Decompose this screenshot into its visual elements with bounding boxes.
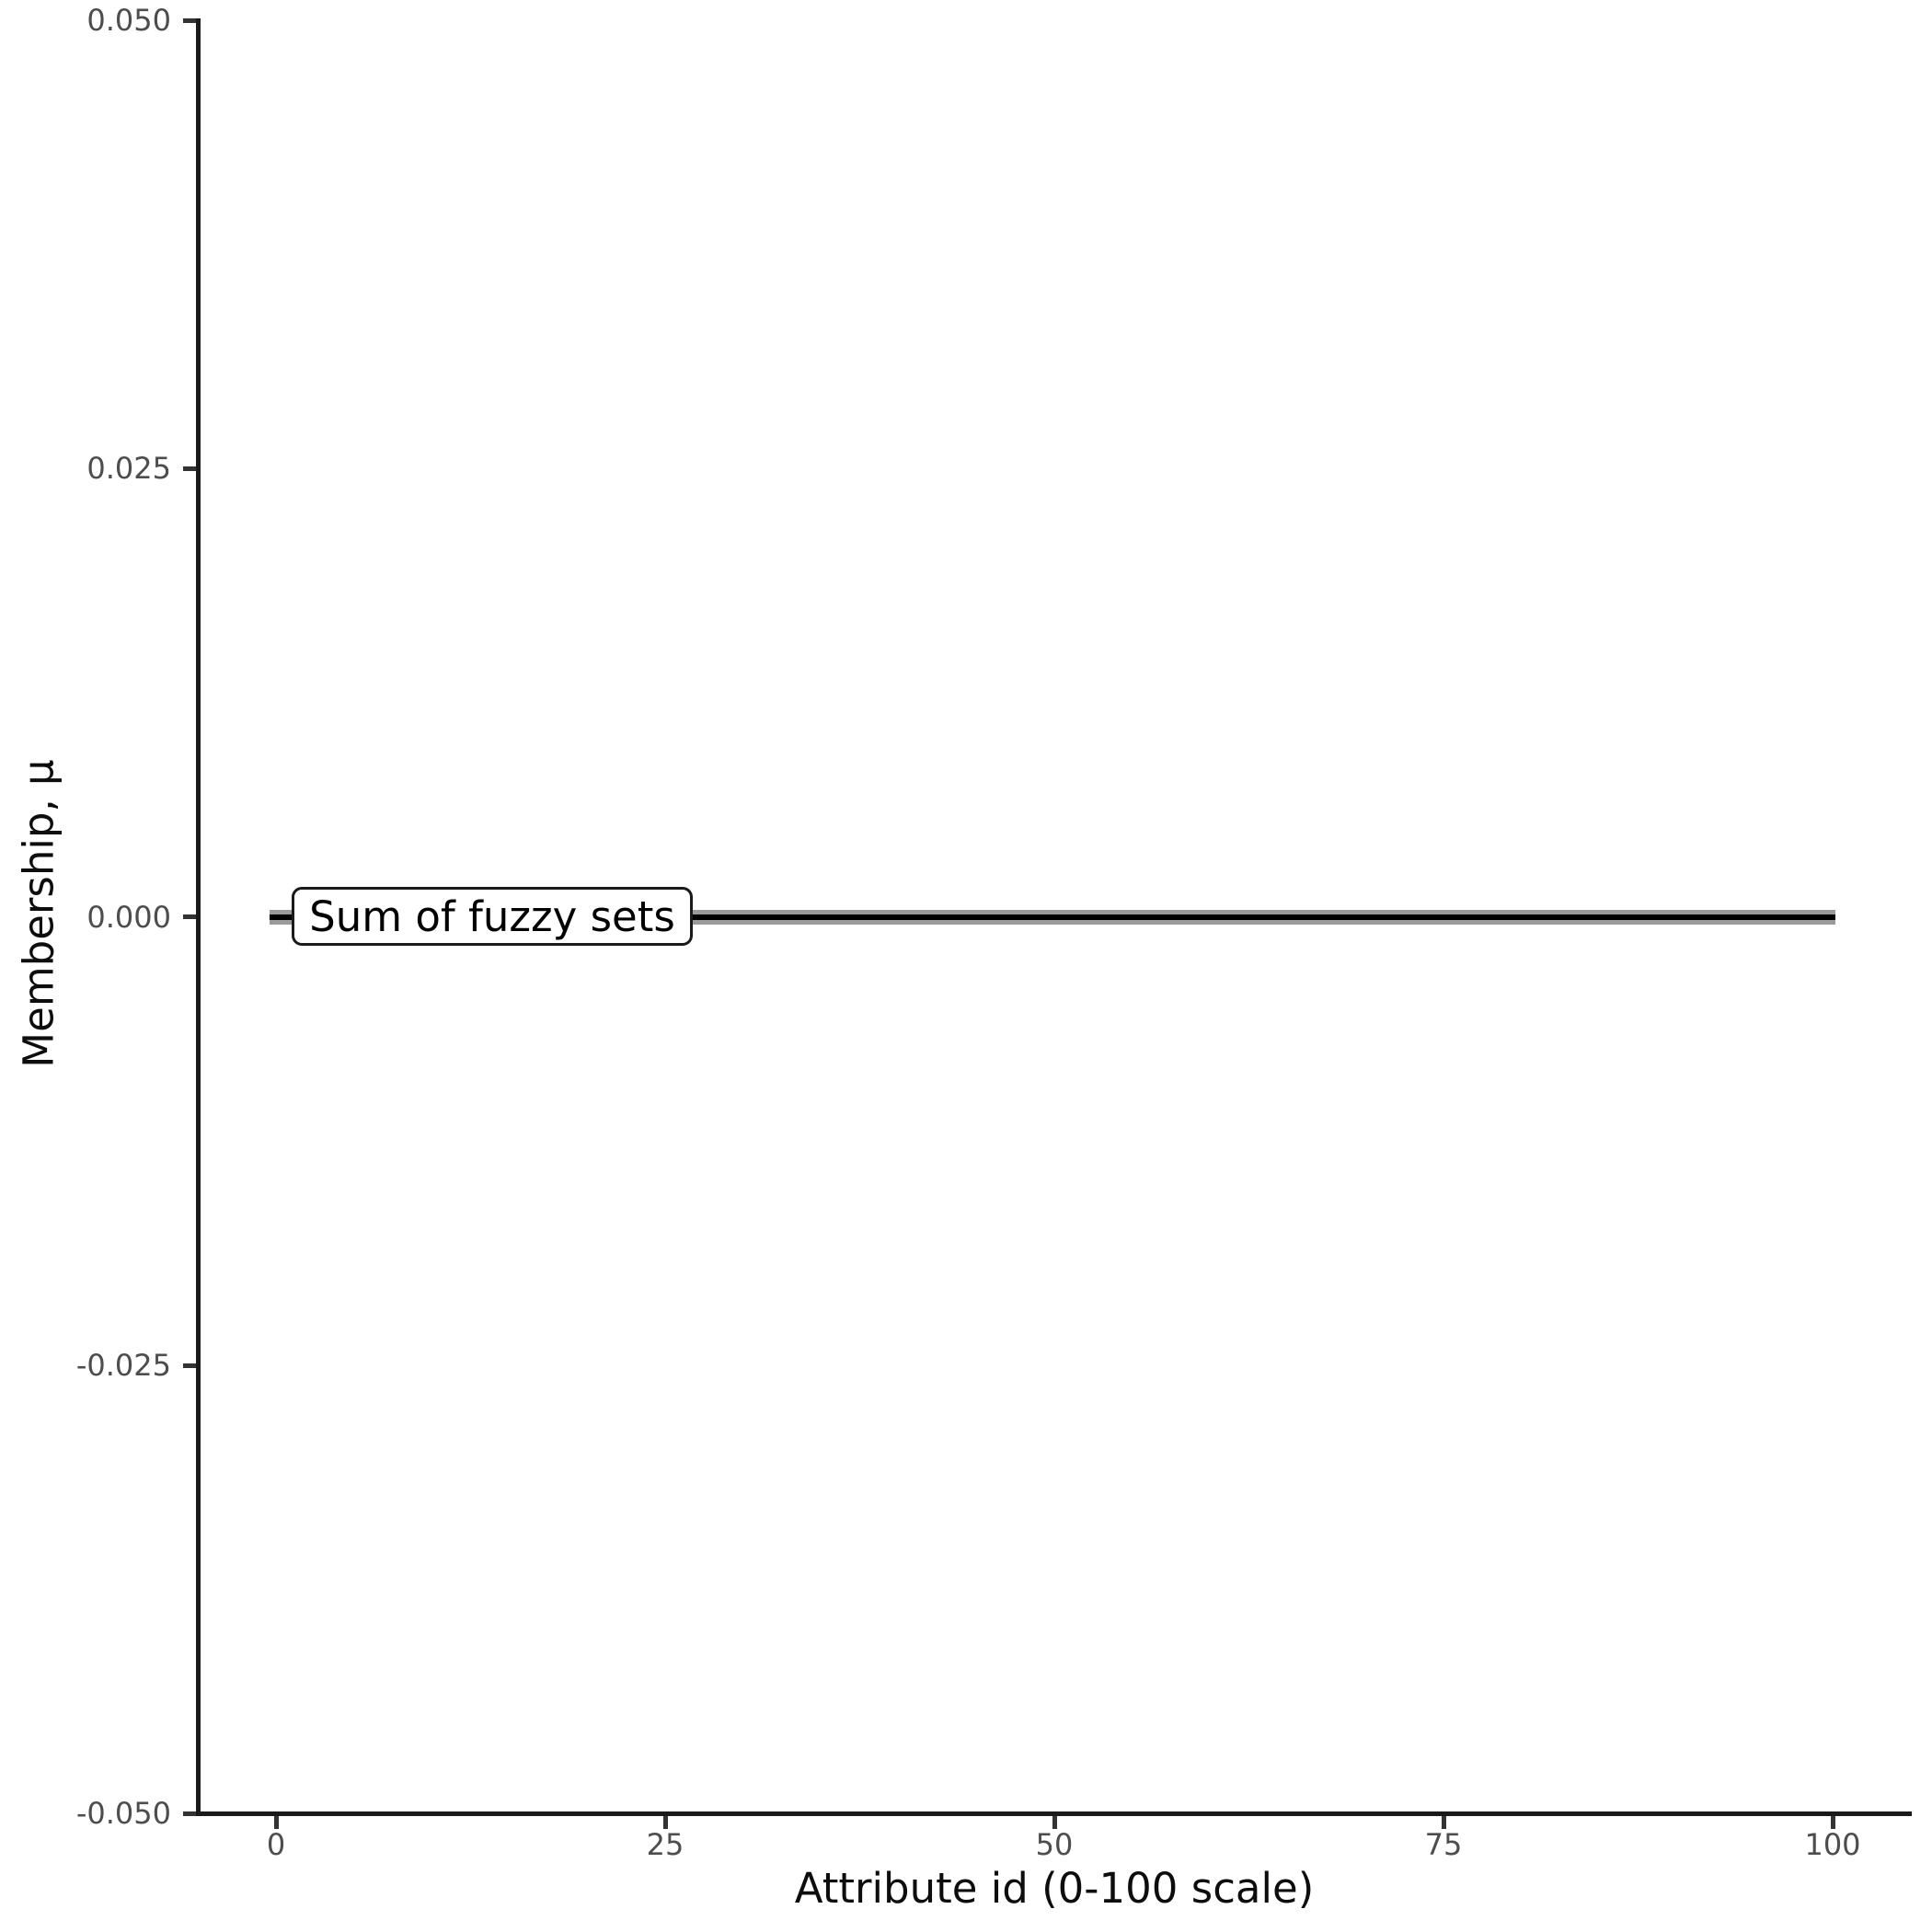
y-tick-mark: [183, 466, 196, 471]
x-tick-label: 25: [646, 1827, 684, 1862]
x-tick-label: 50: [1035, 1827, 1074, 1862]
y-axis-line: [196, 18, 201, 1816]
x-axis-line: [193, 1811, 1912, 1816]
x-tick-label: 75: [1424, 1827, 1463, 1862]
series-label-box: Sum of fuzzy sets: [292, 887, 693, 946]
x-tick-mark: [663, 1816, 668, 1829]
x-tick-mark: [1442, 1816, 1446, 1829]
x-tick-label: 0: [266, 1827, 286, 1862]
y-tick-label: -0.050: [75, 1796, 171, 1831]
x-tick-mark: [274, 1816, 279, 1829]
y-axis-title: Membership, μ: [14, 759, 63, 1068]
series-label-text: Sum of fuzzy sets: [309, 891, 675, 941]
y-tick-mark: [183, 1363, 196, 1368]
x-tick-mark: [1052, 1816, 1057, 1829]
x-tick-mark: [1831, 1816, 1835, 1829]
x-axis-title: Attribute id (0-100 scale): [794, 1864, 1315, 1913]
y-tick-label: 0.050: [86, 3, 171, 38]
y-tick-label: 0.025: [86, 451, 171, 486]
y-tick-label: -0.025: [75, 1348, 171, 1383]
y-tick-label: 0.000: [86, 900, 171, 935]
y-tick-mark: [183, 18, 196, 23]
x-tick-label: 100: [1804, 1827, 1861, 1862]
y-tick-mark: [183, 1811, 196, 1816]
y-tick-mark: [183, 914, 196, 919]
series-line: [270, 914, 1835, 920]
